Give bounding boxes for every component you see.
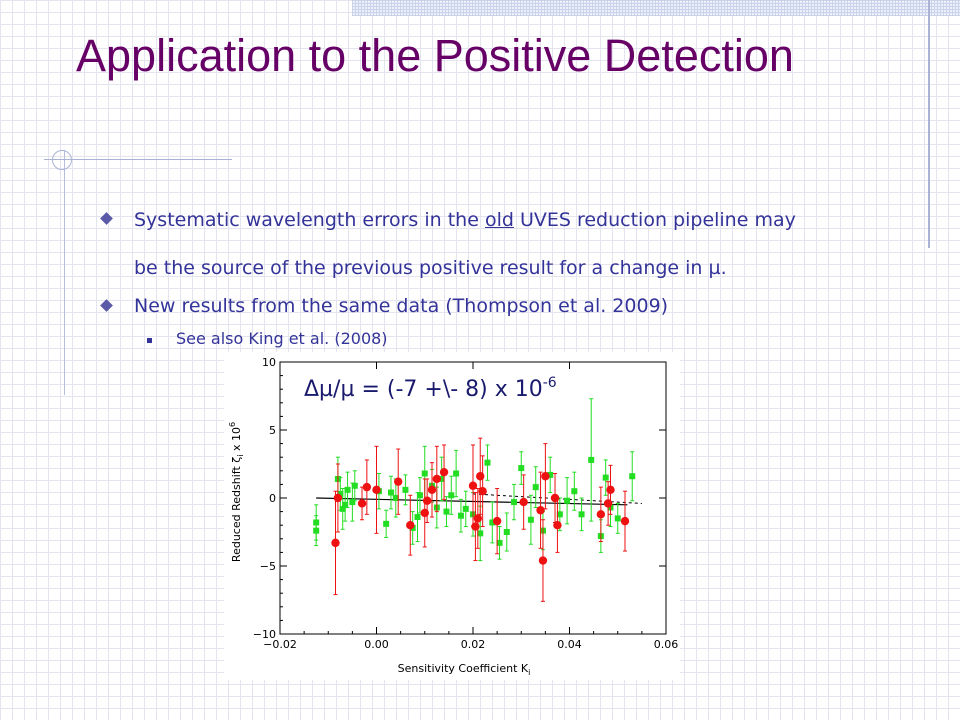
right-decorative-line bbox=[928, 0, 930, 248]
bullet-diamond-icon bbox=[100, 299, 113, 312]
green-data-point bbox=[496, 539, 503, 546]
decorative-circle bbox=[52, 150, 72, 170]
green-data-point bbox=[342, 501, 349, 508]
green-data-point bbox=[602, 474, 609, 481]
green-data-point bbox=[421, 470, 428, 477]
green-data-point bbox=[527, 516, 534, 523]
green-data-point bbox=[588, 456, 595, 463]
red-data-point bbox=[468, 481, 478, 490]
bullet-1-text-b: UVES reduction pipeline may bbox=[513, 209, 796, 231]
bullet-1-line-1: Systematic wavelength errors in the old … bbox=[134, 209, 796, 231]
red-data-point bbox=[536, 506, 545, 515]
annotation-text: Δµ/µ = (-7 +\- 8) x 10-6 bbox=[304, 375, 557, 402]
bullet-2: New results from the same data (Thompson… bbox=[134, 295, 669, 317]
bullet-1-underlined: old bbox=[484, 209, 514, 231]
green-data-point bbox=[339, 505, 346, 512]
y-axis-label: Reduced Redshift ζi x 106 bbox=[228, 422, 245, 562]
red-data-point bbox=[432, 474, 442, 484]
x-tick-label: 0.02 bbox=[461, 638, 486, 651]
fit-line bbox=[316, 497, 628, 506]
red-data-point bbox=[538, 556, 548, 565]
green-data-point bbox=[511, 499, 518, 506]
bullet-diamond-icon bbox=[100, 212, 113, 225]
redshift-chart: −0.02 0.00 0.02 0.04 0.06 −10 −5 0 5 10 Δµ/µ = (-… bbox=[224, 352, 680, 680]
red-data-point bbox=[357, 499, 367, 508]
green-data-point bbox=[629, 473, 636, 480]
green-data-point bbox=[448, 492, 455, 499]
green-data-point bbox=[571, 488, 578, 495]
x-tick-label: 0.04 bbox=[557, 638, 582, 651]
green-data-point bbox=[614, 515, 621, 522]
y-tick-label: 0 bbox=[269, 492, 276, 505]
red-data-point bbox=[606, 485, 615, 495]
green-data-point bbox=[443, 508, 450, 515]
red-data-point bbox=[372, 485, 381, 495]
red-data-point bbox=[492, 516, 502, 526]
slide-title: Application to the Positive Detection bbox=[76, 30, 794, 81]
red-data-point bbox=[394, 477, 403, 486]
left-decorative-line bbox=[64, 150, 65, 395]
red-data-point bbox=[331, 538, 340, 548]
green-data-point bbox=[402, 486, 409, 493]
green-data-point bbox=[556, 511, 563, 518]
green-data-point bbox=[387, 489, 394, 496]
green-data-point bbox=[564, 497, 571, 504]
green-data-point bbox=[453, 470, 460, 477]
green-data-point bbox=[484, 459, 491, 466]
green-data-point bbox=[351, 482, 358, 489]
red-data-point bbox=[439, 467, 449, 477]
red-data-point bbox=[596, 510, 606, 519]
red-data-point bbox=[406, 521, 415, 530]
green-data-point bbox=[503, 529, 510, 535]
y-tick-label: 5 bbox=[269, 424, 276, 437]
red-data-point bbox=[476, 472, 485, 481]
red-data-point bbox=[620, 516, 630, 526]
green-data-point bbox=[416, 492, 423, 499]
y-tick-label: 10 bbox=[262, 356, 276, 369]
red-data-point bbox=[541, 472, 550, 481]
x-tick-label: 0.06 bbox=[654, 638, 679, 651]
red-data-point bbox=[427, 485, 437, 495]
green-data-point bbox=[313, 527, 320, 534]
x-axis-label: Sensitivity Coefficient Ki bbox=[398, 662, 531, 677]
y-tick-label: −10 bbox=[253, 628, 276, 641]
green-data-point bbox=[414, 514, 421, 521]
bullet-1-text-a: Systematic wavelength errors in the bbox=[134, 209, 485, 231]
red-data-point bbox=[422, 496, 432, 505]
sub-bullet-1: See also King et al. (2008) bbox=[176, 329, 388, 348]
green-data-point bbox=[349, 499, 356, 506]
red-data-point bbox=[471, 522, 480, 531]
green-data-point bbox=[518, 465, 525, 472]
green-data-point bbox=[383, 520, 390, 527]
red-data-point bbox=[478, 487, 487, 496]
red-data-point bbox=[603, 499, 613, 508]
red-data-point bbox=[519, 497, 528, 507]
green-data-point bbox=[477, 530, 484, 537]
sub-bullet-square-icon bbox=[147, 338, 152, 343]
bullet-1-line-2: be the source of the previous positive r… bbox=[134, 257, 727, 279]
green-data-point bbox=[344, 486, 351, 493]
green-data-point bbox=[438, 475, 445, 482]
green-data-point bbox=[578, 511, 585, 518]
x-tick-label: −0.02 bbox=[263, 638, 297, 651]
x-tick-label: 0.00 bbox=[364, 638, 389, 651]
red-data-point bbox=[553, 521, 562, 530]
green-data-point bbox=[532, 484, 539, 491]
green-data-point bbox=[337, 490, 344, 497]
red-data-point bbox=[333, 493, 343, 503]
red-data-point bbox=[473, 514, 483, 523]
green-data-point bbox=[457, 512, 464, 519]
green-data-point bbox=[547, 471, 554, 478]
y-tick-label: −5 bbox=[260, 560, 276, 573]
red-data-point bbox=[420, 508, 429, 518]
green-data-point bbox=[462, 505, 469, 512]
green-data-point bbox=[392, 495, 399, 501]
green-data-point bbox=[489, 519, 496, 526]
red-data-point bbox=[362, 482, 372, 492]
title-underline-rule bbox=[44, 159, 232, 160]
top-decorative-band bbox=[352, 0, 960, 16]
